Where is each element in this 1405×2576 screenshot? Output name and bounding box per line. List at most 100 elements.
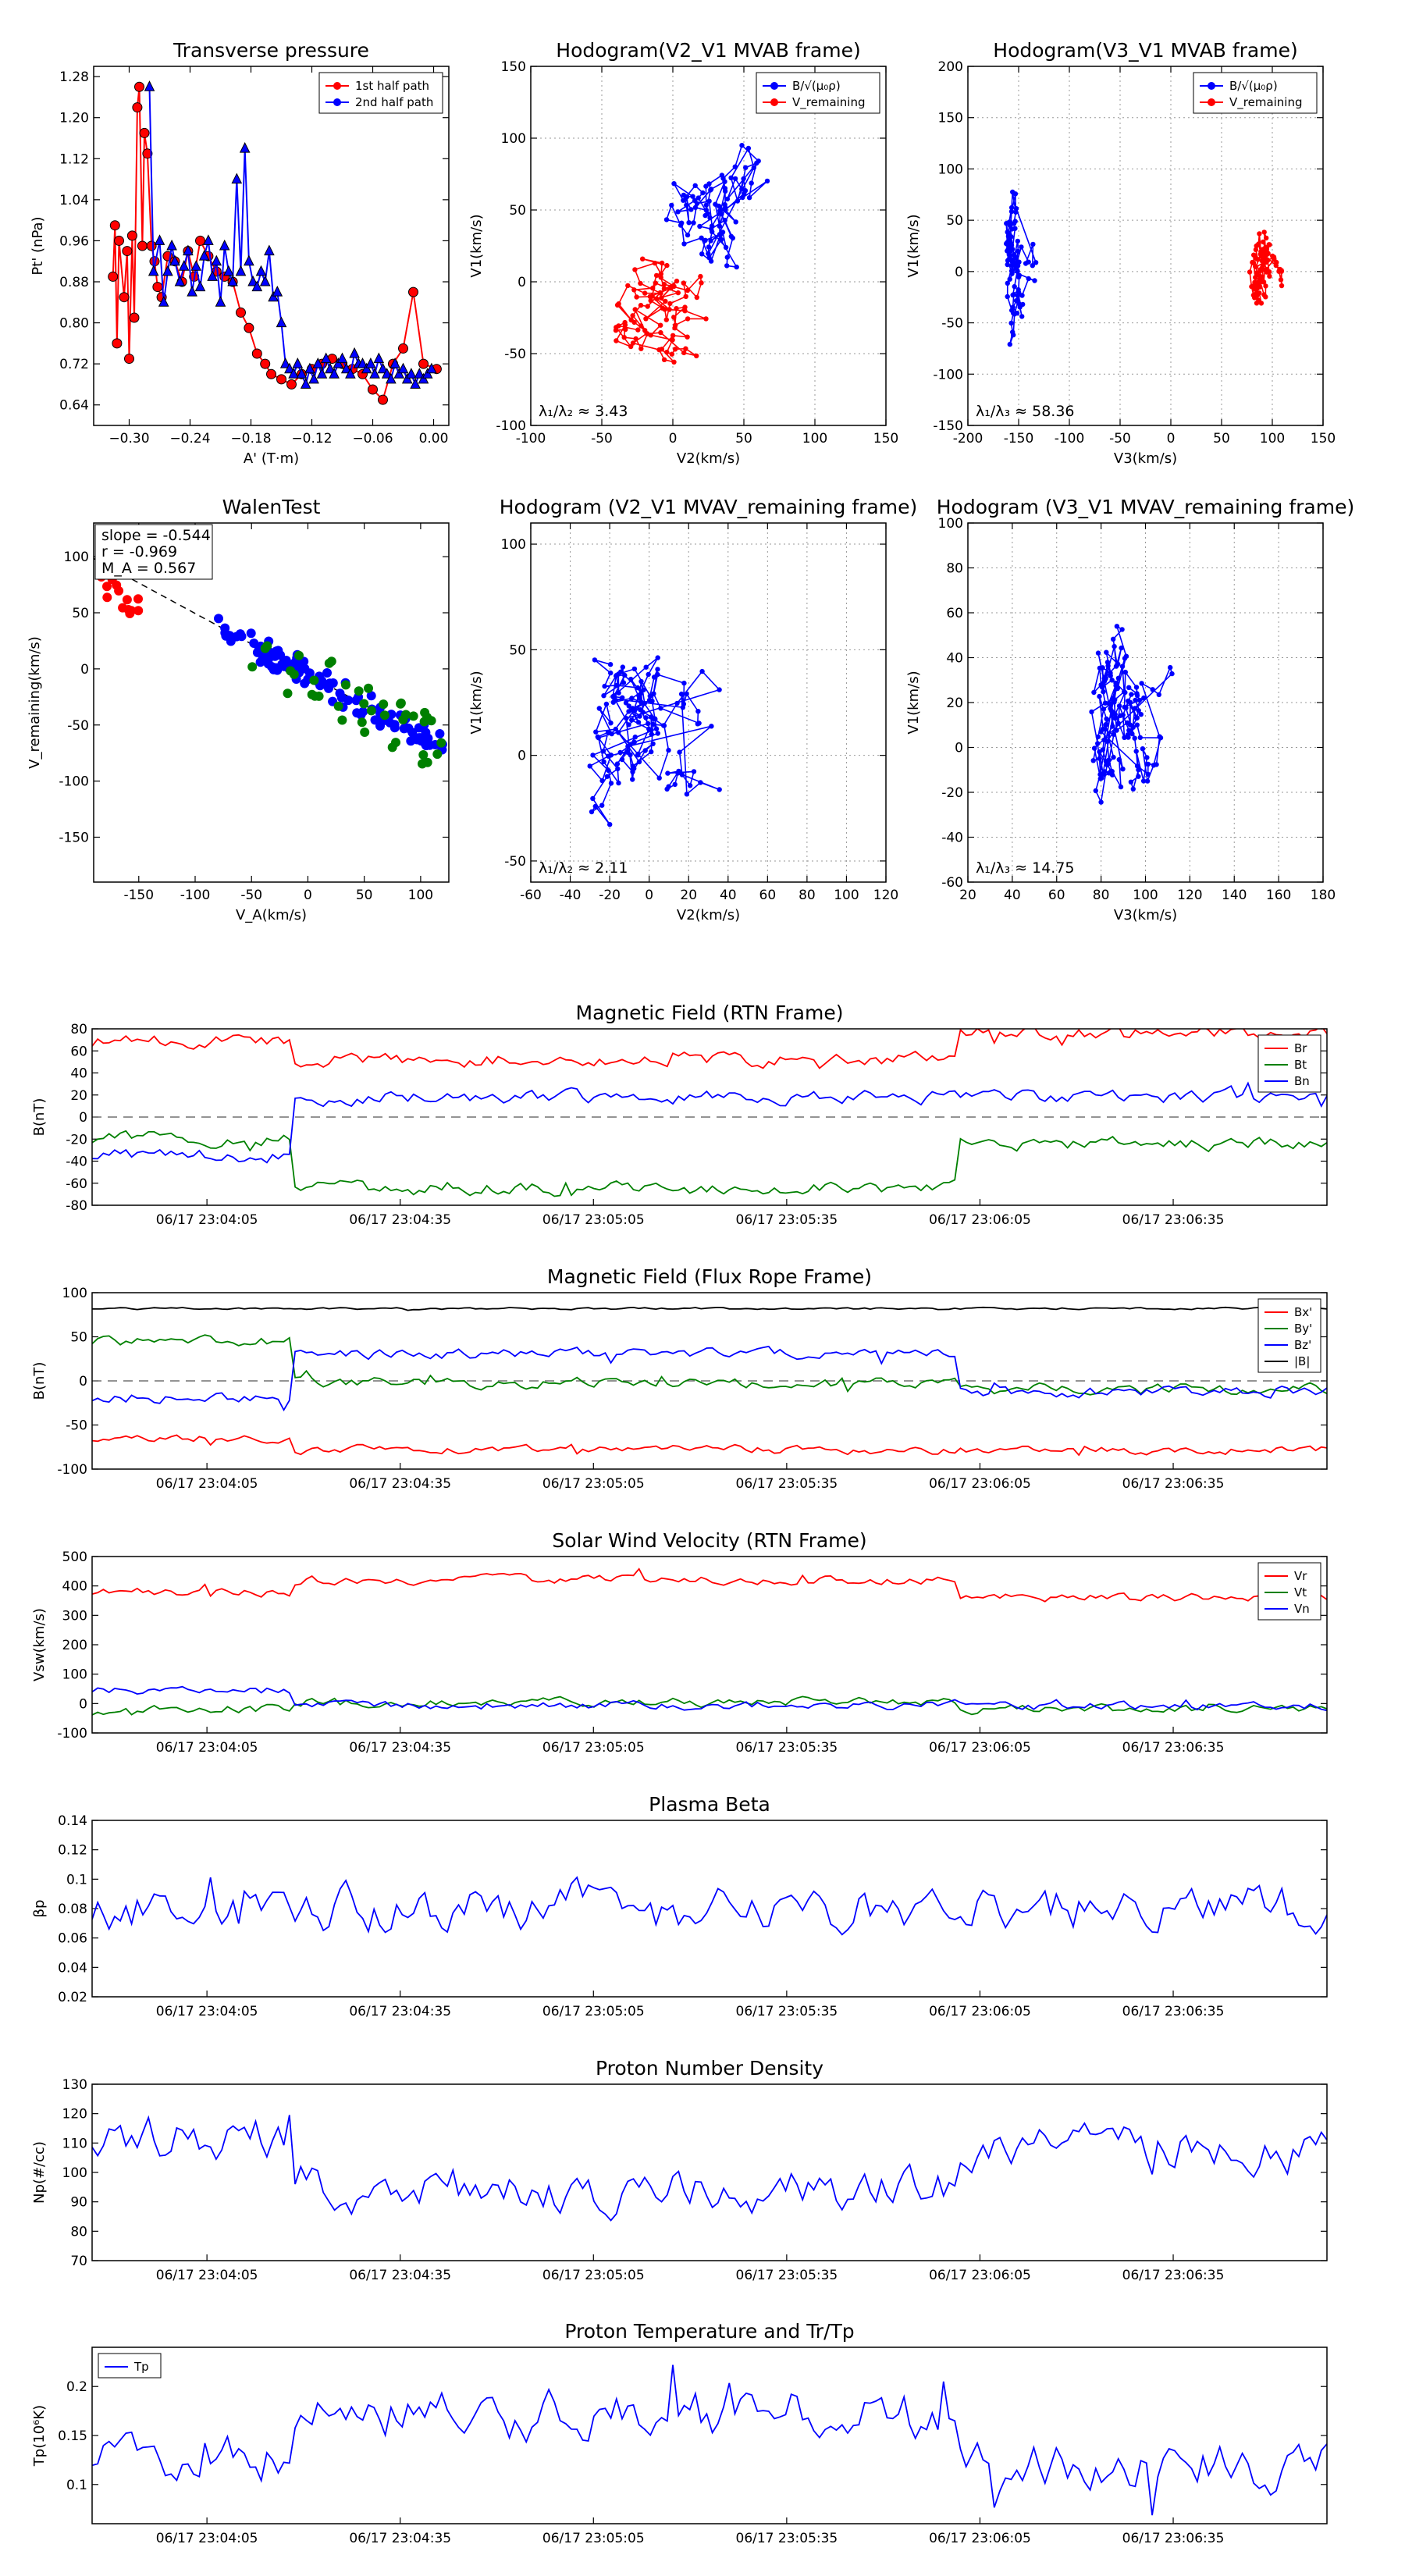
data-point [108, 271, 119, 282]
data-point [735, 198, 741, 204]
data-point [1145, 761, 1151, 767]
data-point [1089, 709, 1094, 715]
data-point [187, 286, 197, 297]
data-point [357, 358, 368, 368]
data-point [724, 263, 730, 269]
data-point [401, 710, 411, 720]
data-point [259, 275, 271, 286]
chart-title: Hodogram (V2_V1 MVAV_remaining frame) [500, 496, 918, 518]
series-line-Bn [92, 1081, 1327, 1164]
legend-label: Vt [1294, 1585, 1307, 1599]
eigenvalue-ratio: λ₁/λ₂ ≈ 3.43 [539, 403, 628, 420]
data-point [1257, 231, 1262, 237]
x-tick-label: 40 [1004, 888, 1021, 903]
chart-title: Proton Temperature and Tr/Tp [564, 2320, 854, 2343]
x-tick-label: 06/17 23:05:35 [736, 2004, 838, 2019]
y-tick-label: 80 [70, 2224, 87, 2240]
y-tick-label: 0 [518, 275, 526, 290]
x-tick-label: 06/17 23:04:35 [349, 2268, 451, 2283]
data-point [694, 353, 699, 359]
data-point [244, 322, 254, 333]
legend-label: V_remaining [792, 95, 866, 110]
x-tick-label: -150 [123, 888, 154, 903]
series-line-beta [92, 1876, 1327, 1936]
data-point [608, 720, 614, 726]
y-tick-label: 150 [938, 111, 963, 126]
data-point [643, 316, 649, 322]
stats-line: r = -0.969 [101, 543, 177, 560]
data-point [661, 282, 667, 287]
data-point [1005, 240, 1010, 245]
data-point [642, 748, 648, 753]
data-point [1008, 320, 1014, 326]
data-point [672, 347, 678, 352]
data-point [345, 368, 356, 379]
data-point [1144, 778, 1151, 784]
x-tick-label: 0 [645, 888, 653, 903]
y-tick-label: 0.04 [58, 1960, 87, 1976]
data-point [622, 319, 628, 326]
x-tick-label: 06/17 23:06:05 [929, 2004, 1031, 2019]
data-point [333, 701, 343, 711]
data-point [698, 273, 703, 279]
data-point [126, 230, 137, 241]
legend: Vr Vt Vn [1257, 1562, 1321, 1621]
data-point [724, 196, 731, 202]
data-point [264, 244, 275, 256]
data-point [214, 614, 223, 624]
data-point [706, 244, 712, 250]
data-point [632, 307, 638, 312]
data-point [1136, 774, 1141, 779]
chart-title: Hodogram(V2_V1 MVAB frame) [556, 39, 860, 62]
data-point [1130, 786, 1136, 792]
data-point [309, 675, 319, 685]
data-point [635, 720, 642, 725]
x-tick-label: -40 [560, 888, 582, 903]
y-tick-label: -50 [66, 1418, 87, 1434]
data-point [615, 766, 621, 772]
data-point [102, 592, 112, 603]
data-point [658, 329, 663, 336]
data-point [634, 294, 639, 300]
legend-label: 1st half path [355, 79, 429, 93]
data-point [109, 220, 120, 231]
data-point [133, 594, 143, 604]
plot-area [92, 1306, 1327, 1457]
y-tick-label: 0 [518, 749, 526, 764]
data-point [643, 715, 649, 720]
data-point [590, 753, 596, 758]
data-point [1104, 738, 1110, 745]
data-point [635, 327, 641, 333]
series-path [589, 656, 721, 825]
data-point [289, 669, 299, 679]
data-point [364, 683, 373, 693]
data-point [630, 777, 635, 782]
legend-label: B/√(μ₀ρ) [1229, 79, 1278, 93]
data-point [194, 280, 206, 292]
data-point [626, 709, 631, 714]
y-tick-label: -150 [933, 418, 963, 434]
data-point [408, 711, 418, 721]
data-point [178, 260, 190, 271]
legend-box [98, 2353, 162, 2379]
data-point [336, 352, 348, 364]
data-point [1253, 264, 1258, 269]
chart-magnetic-field-rtn: -80 -60 -40 -20 0 20 40 60 80 06/17 23:04:05 06/17… [31, 1002, 1328, 1228]
data-point [1125, 732, 1131, 738]
data-point [600, 749, 606, 754]
data-point [1101, 689, 1106, 695]
data-point [1005, 294, 1010, 300]
eigenvalue-ratio: λ₁/λ₂ ≈ 2.11 [539, 859, 628, 877]
data-point [1254, 301, 1260, 306]
legend-box [318, 72, 443, 114]
x-tick-label: −0.30 [108, 431, 149, 447]
y-tick-label: 0 [79, 1110, 87, 1126]
legend-label: Bz' [1294, 1338, 1311, 1352]
data-point [718, 237, 724, 243]
data-point [1110, 724, 1115, 729]
data-point [708, 187, 714, 192]
data-point [740, 194, 745, 201]
legend-marker [770, 98, 778, 106]
data-point [1095, 650, 1101, 656]
plot-area [92, 2364, 1327, 2516]
